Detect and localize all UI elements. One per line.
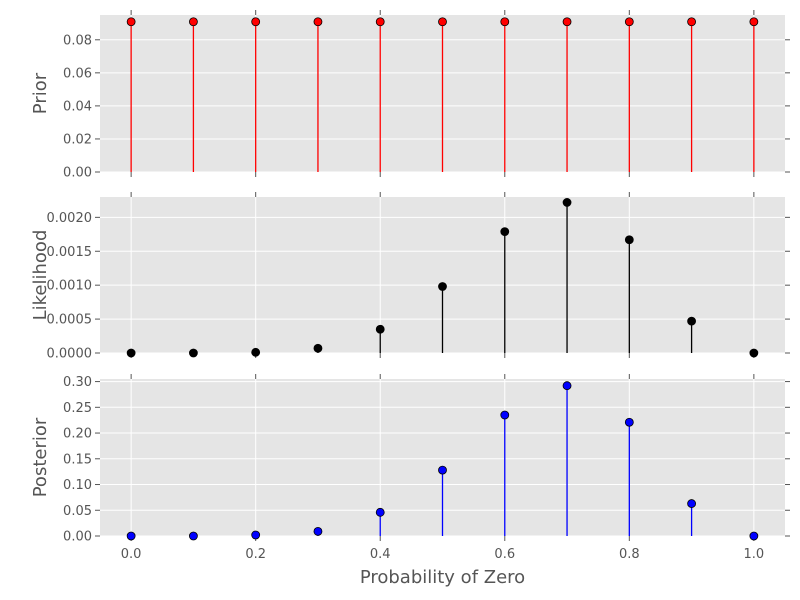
- likelihood-ytick-label: 0.0000: [47, 347, 93, 362]
- prior-marker: [687, 17, 696, 27]
- posterior-marker: [624, 417, 634, 427]
- likelihood-ytick-label: 0.0015: [47, 245, 93, 260]
- prior-ytick-label: 0.08: [63, 33, 92, 48]
- xlabel: Probability of Zero: [360, 567, 525, 588]
- posterior-ylabel: Posterior: [30, 417, 51, 497]
- likelihood-marker: [189, 348, 198, 358]
- likelihood-ylabel: Likelihood: [30, 230, 51, 321]
- posterior-marker: [126, 531, 136, 541]
- posterior-ytick-label: 0.10: [63, 478, 92, 493]
- prior-marker: [375, 17, 385, 27]
- prior-ylabel: Prior: [30, 72, 51, 114]
- xtick-label: 0.0: [121, 547, 142, 562]
- xtick-label: 0.2: [245, 547, 266, 562]
- prior-ytick-label: 0.02: [63, 132, 92, 147]
- likelihood-panel: 0.0000 0.0005 0.0010 0.0015 0.0020 Likelihood: [30, 192, 790, 362]
- likelihood-marker: [624, 235, 634, 245]
- posterior-marker: [500, 410, 510, 420]
- likelihood-marker: [749, 348, 759, 358]
- prior-marker: [126, 17, 136, 27]
- xtick-label: 0.8: [619, 547, 640, 562]
- prior-ytick-label: 0.06: [63, 66, 92, 81]
- posterior-marker: [375, 507, 385, 517]
- xtick-label: 1.0: [744, 547, 765, 562]
- posterior-ytick-label: 0.00: [63, 530, 92, 545]
- posterior-marker: [562, 381, 572, 391]
- prior-ytick-label: 0.00: [63, 166, 92, 181]
- posterior-ytick-label: 0.30: [63, 375, 92, 390]
- likelihood-marker: [313, 343, 323, 353]
- posterior-marker: [687, 499, 696, 508]
- likelihood-marker: [562, 198, 572, 207]
- likelihood-marker: [251, 347, 261, 357]
- posterior-ytick-label: 0.20: [63, 427, 92, 442]
- prior-ytick-label: 0.04: [63, 99, 92, 114]
- posterior-marker: [189, 531, 198, 541]
- likelihood-marker: [126, 348, 136, 358]
- posterior-marker: [313, 526, 323, 536]
- likelihood-ytick-label: 0.0020: [47, 211, 93, 226]
- xtick-label: 0.6: [494, 547, 515, 562]
- posterior-ytick-label: 0.05: [63, 504, 92, 519]
- posterior-ytick-label: 0.25: [63, 401, 92, 416]
- posterior-ytick-label: 0.15: [63, 452, 92, 467]
- likelihood-marker: [438, 282, 447, 291]
- prior-marker: [562, 17, 572, 27]
- likelihood-marker: [500, 227, 510, 236]
- prior-marker: [313, 17, 323, 27]
- likelihood-marker: [375, 324, 385, 334]
- posterior-marker: [251, 530, 261, 540]
- prior-marker: [624, 17, 634, 27]
- prior-marker: [749, 17, 759, 27]
- posterior-marker: [749, 531, 759, 541]
- prior-marker: [251, 17, 261, 27]
- posterior-panel: 0.00 0.05 0.10 0.15 0.20 0.25 0.30 0.0 0.2 0.4 0.6…: [30, 374, 790, 588]
- likelihood-ytick-label: 0.0010: [47, 279, 93, 294]
- prior-marker: [438, 17, 447, 27]
- prior-panel: 0.00 0.02 0.04 0.06 0.08 Prior: [30, 10, 790, 181]
- prior-marker: [189, 17, 198, 27]
- likelihood-marker: [687, 316, 696, 326]
- prior-marker: [500, 17, 510, 27]
- posterior-marker: [438, 465, 447, 475]
- xtick-label: 0.4: [370, 547, 391, 562]
- likelihood-ytick-label: 0.0005: [47, 313, 93, 328]
